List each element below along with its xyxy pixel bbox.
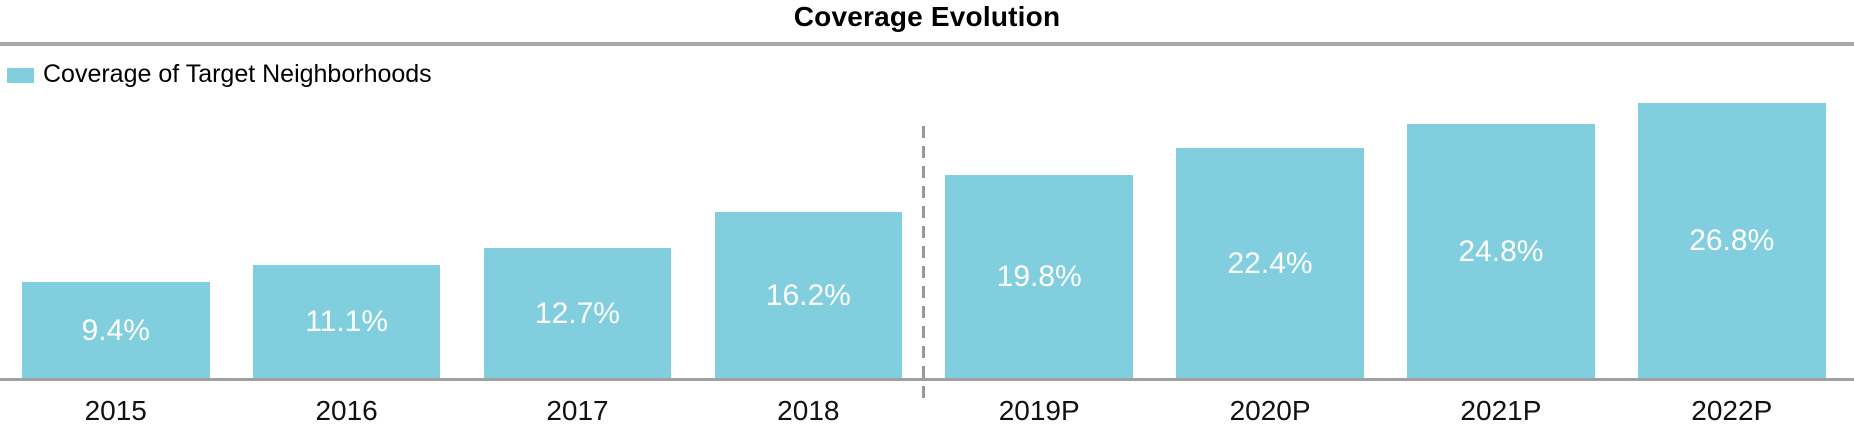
x-axis-label-2021P: 2021P (1460, 395, 1542, 426)
projection-separator-line (922, 126, 926, 398)
x-axis-label-2019P: 2019P (998, 395, 1080, 426)
legend: Coverage of Target Neighborhoods (7, 61, 432, 87)
bar-value-label: 24.8% (1458, 234, 1544, 268)
bar-2021P: 24.8% (1407, 124, 1595, 379)
bar-2015: 9.4% (22, 282, 210, 379)
x-axis-label-2015: 2015 (84, 395, 147, 426)
bar-2016: 11.1% (252, 265, 441, 379)
title-divider (0, 42, 1854, 46)
bar-2019P: 19.8% (945, 175, 1133, 379)
x-axis-label-2017: 2017 (546, 395, 609, 426)
legend-label: Coverage of Target Neighborhoods (43, 60, 432, 88)
bar-2018: 16.2% (714, 212, 903, 379)
bar-value-label: 12.7% (534, 296, 620, 330)
x-axis-label-2018: 2018 (777, 395, 840, 426)
bar-value-label: 16.2% (765, 278, 851, 312)
bar-value-label: 9.4% (81, 313, 150, 347)
x-axis-label-2020P: 2020P (1229, 395, 1311, 426)
bar-2022P: 26.8% (1638, 103, 1826, 379)
bar-2017: 12.7% (483, 248, 672, 379)
x-axis-label-2016: 2016 (315, 395, 378, 426)
bar-value-label: 11.1% (305, 305, 389, 338)
legend-swatch-icon (7, 68, 34, 83)
bar-value-label: 22.4% (1227, 246, 1313, 280)
bar-value-label: 26.8% (1689, 224, 1775, 257)
bar-2020P: 22.4% (1176, 148, 1364, 379)
x-axis-line (0, 378, 1854, 381)
x-axis-label-2022P: 2022P (1691, 395, 1773, 426)
chart-title: Coverage Evolution (793, 1, 1061, 32)
bar-value-label: 19.8% (996, 260, 1082, 293)
